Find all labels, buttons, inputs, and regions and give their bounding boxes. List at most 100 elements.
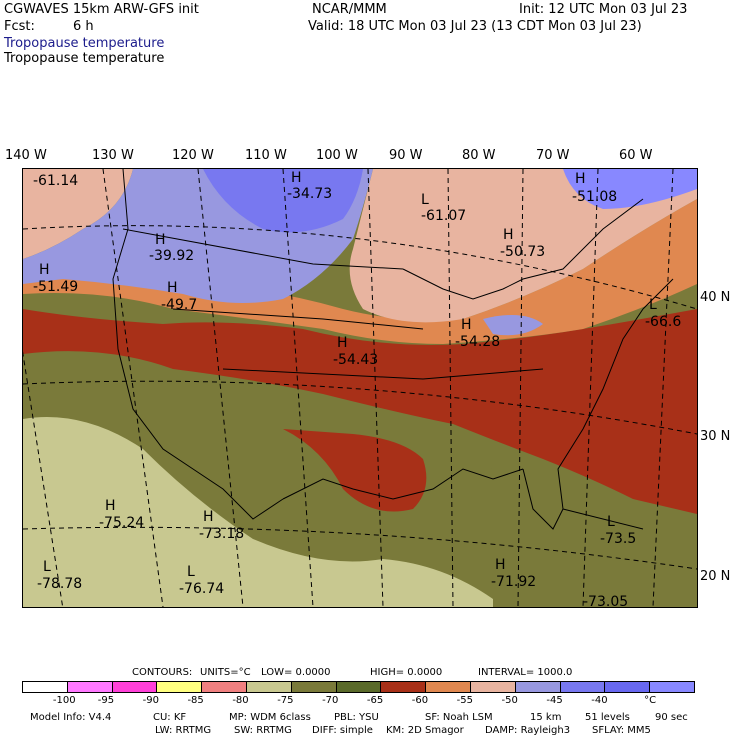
init-time: Init: 12 UTC Mon 03 Jul 23 [519, 2, 688, 17]
colorbar-swatch [605, 682, 651, 692]
footer-levels: 51 levels [585, 712, 630, 723]
map-high-marker: H [495, 557, 506, 573]
lon-label-110w: 110 W [245, 148, 287, 163]
organization-label: NCAR/MMM [312, 2, 387, 17]
colorbar-tick-label: -75 [277, 695, 294, 706]
map-low-marker: L [649, 297, 657, 313]
footer-sflay: SFLAY: MM5 [592, 725, 651, 736]
colorbar-swatch [426, 682, 471, 692]
colorbar-swatch [202, 682, 247, 692]
lat-label-30n: 30 N [700, 429, 731, 444]
footer-cu: CU: KF [153, 712, 187, 723]
map-value-label: -76.74 [179, 581, 225, 597]
tropopause-temperature-map: -61.14 H -34.73 L -61.07 H -51.08 H -39.… [22, 168, 698, 608]
colorbar-swatch [336, 682, 382, 692]
map-value-label: -54.28 [455, 334, 501, 350]
valid-time: Valid: 18 UTC Mon 03 Jul 23 (13 CDT Mon … [308, 19, 642, 34]
lon-label-70w: 70 W [536, 148, 570, 163]
colorbar-swatch [515, 682, 561, 692]
footer-resolution: 15 km [530, 712, 562, 723]
footer-timestep: 90 sec [655, 712, 688, 723]
forecast-value: 6 h [73, 19, 94, 34]
lon-label-120w: 120 W [172, 148, 214, 163]
map-value-label: -49.7 [161, 297, 198, 313]
map-low-marker: L [421, 192, 429, 208]
map-value-label: -51.49 [33, 279, 79, 295]
model-title: CGWAVES 15km ARW-GFS init [4, 2, 199, 17]
colorbar-tick-label: -80 [232, 695, 249, 706]
contours-label: CONTOURS: [132, 667, 193, 678]
map-high-marker: H [203, 509, 214, 525]
footer-km: KM: 2D Smagor [386, 725, 464, 736]
colorbar [22, 681, 695, 693]
field-title-black: Tropopause temperature [4, 51, 165, 66]
footer-sw: SW: RRTMG [234, 725, 292, 736]
map-value-label: -66.6 [645, 314, 682, 330]
colorbar-tick-label: -85 [187, 695, 204, 706]
colorbar-tick-label: -45 [546, 695, 563, 706]
map-value-label: -54.43 [333, 352, 379, 368]
colorbar-swatch [560, 682, 606, 692]
map-high-marker: H [39, 262, 50, 278]
colorbar-swatch [157, 682, 203, 692]
map-value-label: -78.78 [37, 576, 83, 592]
colorbar-tick-label: -100 [52, 695, 76, 706]
footer-pbl: PBL: YSU [334, 712, 379, 723]
map-high-marker: H [155, 232, 166, 248]
map-high-marker: H [575, 171, 586, 187]
lat-label-20n: 20 N [700, 569, 731, 584]
map-value-label: -61.14 [33, 173, 79, 189]
colorbar-tick-label: -90 [142, 695, 159, 706]
map-value-label: -51.08 [572, 189, 618, 205]
field-title-blue: Tropopause temperature [4, 36, 165, 51]
map-value-label: -73.18 [199, 526, 245, 542]
colorbar-tick-label: -70 [322, 695, 339, 706]
map-value-label: -73.05 [583, 594, 629, 608]
colorbar-swatch [112, 682, 158, 692]
map-low-marker: L [43, 559, 51, 575]
map-high-marker: H [337, 335, 348, 351]
map-high-marker: H [291, 170, 302, 186]
lon-label-90w: 90 W [389, 148, 423, 163]
footer-model-info: Model Info: V4.4 [30, 712, 112, 723]
units-label: UNITS=°C [200, 667, 251, 678]
colorbar-tick-label: -55 [456, 695, 473, 706]
map-high-marker: H [461, 317, 472, 333]
colorbar-swatch [470, 682, 516, 692]
map-value-label: -34.73 [287, 186, 333, 202]
lon-label-100w: 100 W [316, 148, 358, 163]
lat-label-40n: 40 N [700, 290, 731, 305]
colorbar-tick-label: -95 [97, 695, 115, 706]
colorbar-swatch [291, 682, 337, 692]
map-value-label: -75.24 [99, 515, 145, 531]
colorbar-unit-label: °C [644, 695, 657, 706]
map-low-marker: L [607, 514, 615, 530]
colorbar-swatch [650, 682, 694, 692]
high-label: HIGH= 0.0000 [370, 667, 443, 678]
footer-damp: DAMP: Rayleigh3 [485, 725, 571, 736]
colorbar-tick-label: -65 [366, 695, 384, 706]
forecast-label: Fcst: [4, 19, 35, 34]
colorbar-swatch [381, 682, 427, 692]
footer-lw: LW: RRTMG [155, 725, 212, 736]
footer-diff: DIFF: simple [312, 725, 373, 736]
map-high-marker: H [105, 498, 116, 514]
footer-sf: SF: Noah LSM [425, 712, 493, 723]
colorbar-tick-label: -50 [501, 695, 518, 706]
colorbar-swatch [246, 682, 292, 692]
low-label: LOW= 0.0000 [261, 667, 331, 678]
colorbar-tick-label: -40 [591, 695, 608, 706]
lon-label-130w: 130 W [92, 148, 134, 163]
map-fill [23, 169, 697, 607]
map-high-marker: H [503, 227, 514, 243]
colorbar-tick-label: -60 [411, 695, 429, 706]
map-value-label: -39.92 [149, 248, 195, 264]
colorbar-swatch [23, 682, 68, 692]
map-value-label: -73.5 [600, 531, 637, 547]
map-low-marker: L [187, 564, 195, 580]
lon-label-140w: 140 W [5, 148, 47, 163]
colorbar-swatch [67, 682, 113, 692]
map-value-label: -50.73 [500, 244, 546, 260]
footer-mp: MP: WDM 6class [229, 712, 311, 723]
lon-label-80w: 80 W [462, 148, 496, 163]
